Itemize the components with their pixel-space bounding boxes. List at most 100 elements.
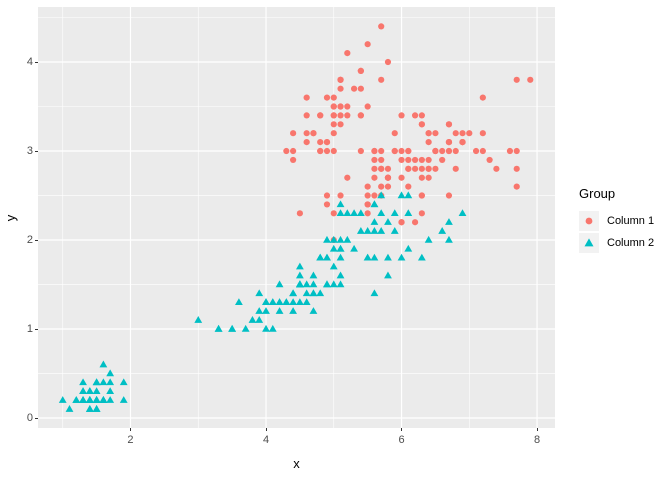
data-point-column-1: [378, 183, 385, 190]
data-point-column-2: [377, 191, 386, 199]
data-point-column-2: [282, 298, 291, 306]
data-point-column-2: [106, 396, 115, 403]
data-point-column-1: [493, 165, 500, 172]
data-point-column-1: [364, 210, 371, 217]
data-point-column-1: [445, 147, 453, 155]
y-tick-label: 4: [26, 56, 33, 68]
legend-key-circle-icon: [579, 211, 599, 231]
data-point-column-2: [194, 316, 203, 323]
data-point-column-2: [58, 396, 67, 403]
data-point-column-1: [337, 76, 344, 83]
data-point-column-1: [405, 183, 412, 190]
data-point-column-1: [317, 147, 324, 155]
data-point-column-1: [330, 103, 337, 110]
y-tick-mark: [35, 150, 38, 152]
data-point-column-1: [432, 130, 439, 137]
data-point-column-2: [92, 405, 101, 412]
data-point-column-2: [268, 298, 277, 306]
data-point-column-2: [92, 396, 101, 403]
data-point-column-1: [330, 112, 337, 119]
data-point-column-1: [513, 183, 520, 190]
data-point-column-1: [378, 76, 385, 83]
data-point-column-2: [336, 271, 345, 279]
data-point-column-2: [336, 209, 345, 217]
legend-key-triangle-icon: [579, 233, 599, 253]
data-point-column-2: [289, 307, 298, 314]
data-point-column-1: [479, 130, 486, 137]
data-point-column-1: [527, 76, 534, 83]
data-point-column-2: [363, 253, 372, 261]
data-point-column-1: [330, 130, 337, 137]
data-point-column-2: [85, 405, 94, 412]
data-point-column-2: [255, 307, 264, 314]
data-point-column-2: [241, 324, 250, 332]
data-point-column-2: [255, 289, 264, 297]
data-point-column-2: [106, 378, 115, 386]
data-point-column-1: [418, 156, 425, 164]
data-point-column-1: [513, 147, 520, 155]
data-point-column-1: [405, 156, 412, 164]
data-point-column-1: [323, 139, 331, 146]
data-point-column-2: [262, 298, 270, 306]
data-point-column-2: [363, 227, 372, 234]
y-tick-mark: [35, 239, 38, 241]
data-point-column-2: [72, 396, 81, 403]
data-point-column-2: [445, 235, 453, 243]
data-point-column-1: [411, 112, 419, 119]
data-point-column-2: [343, 235, 352, 243]
data-point-column-1: [479, 147, 486, 155]
data-point-column-2: [275, 298, 284, 306]
data-point-column-1: [344, 174, 351, 181]
data-point-column-2: [350, 209, 358, 217]
data-point-column-2: [248, 316, 257, 323]
data-point-column-2: [384, 253, 392, 261]
data-point-column-2: [323, 280, 331, 288]
y-tick-mark: [35, 61, 38, 63]
data-point-column-2: [417, 253, 426, 261]
y-tick-label: 2: [26, 234, 33, 247]
data-point-column-2: [329, 262, 338, 270]
data-point-column-2: [99, 378, 108, 386]
data-point-column-1: [290, 147, 297, 155]
data-point-column-1: [439, 147, 446, 155]
data-point-column-1: [513, 165, 520, 172]
data-point-column-2: [309, 280, 318, 288]
data-point-column-1: [411, 219, 419, 226]
plot-area-svg: [38, 7, 555, 428]
data-point-column-2: [336, 280, 345, 288]
data-point-column-1: [398, 219, 405, 226]
data-point-column-1: [371, 165, 378, 172]
data-point-column-1: [384, 58, 392, 66]
data-point-column-1: [452, 165, 459, 172]
data-point-column-1: [398, 174, 405, 181]
data-point-column-1: [411, 165, 419, 172]
data-point-column-2: [329, 280, 338, 288]
data-point-column-1: [378, 23, 385, 30]
data-point-column-2: [92, 387, 101, 395]
data-point-column-1: [296, 210, 303, 217]
data-point-column-1: [337, 85, 344, 92]
data-point-column-1: [384, 174, 392, 181]
data-point-column-2: [275, 307, 284, 314]
data-point-column-1: [371, 147, 378, 155]
data-point-column-1: [405, 147, 412, 155]
data-point-column-2: [323, 253, 331, 261]
data-point-column-1: [364, 201, 371, 208]
data-point-column-1: [506, 147, 514, 155]
data-point-column-2: [329, 235, 338, 243]
y-tick-label: 3: [26, 145, 33, 157]
data-point-column-1: [344, 50, 351, 57]
y-tick-mark: [35, 417, 38, 419]
data-point-column-1: [425, 156, 432, 164]
data-point-column-1: [378, 165, 385, 172]
data-point-column-1: [337, 112, 344, 119]
data-point-column-1: [405, 165, 412, 172]
data-point-column-1: [371, 174, 378, 181]
data-point-column-1: [425, 139, 432, 146]
data-point-column-2: [85, 387, 94, 395]
data-point-column-1: [391, 147, 398, 155]
data-point-column-1: [418, 192, 425, 199]
data-point-column-1: [317, 139, 324, 146]
data-point-column-2: [235, 298, 243, 306]
